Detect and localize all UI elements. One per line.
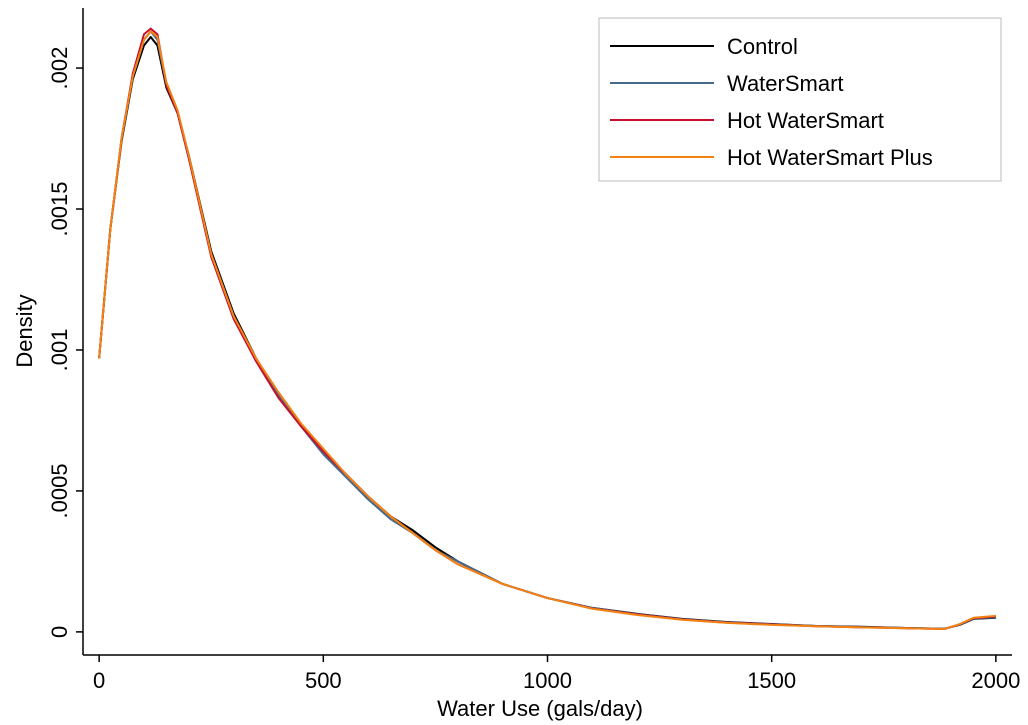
series-line (98, 30, 996, 631)
x-tick-label: 1500 (747, 668, 796, 693)
legend-label: Hot WaterSmart (727, 108, 884, 133)
y-axis-title: Density (12, 294, 37, 367)
legend-label: WaterSmart (727, 71, 844, 96)
x-tick-label: 1000 (523, 668, 572, 693)
y-tick-label: .0005 (47, 463, 72, 518)
y-tick-label: .0015 (47, 181, 72, 236)
x-tick-label: 500 (305, 668, 342, 693)
legend-label: Control (727, 34, 798, 59)
x-tick-label: 2000 (971, 668, 1020, 693)
legend-label: Hot WaterSmart Plus (727, 145, 933, 170)
y-tick-label: .001 (47, 329, 72, 372)
x-tick-label: 0 (93, 668, 105, 693)
y-tick-label: 0 (47, 626, 72, 638)
x-axis-title: Water Use (gals/day) (437, 696, 643, 721)
y-tick-label: .002 (47, 47, 72, 90)
